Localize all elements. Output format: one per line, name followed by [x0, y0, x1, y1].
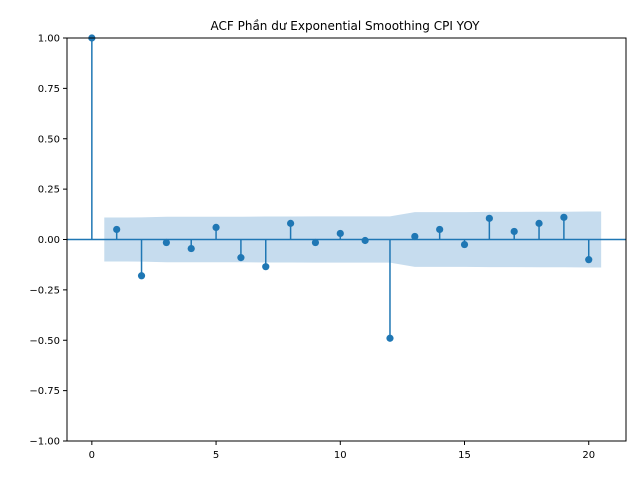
acf-marker-lag-18: [535, 219, 543, 227]
acf-marker-lag-11: [361, 236, 369, 245]
y-tick-label-5: −0.25: [29, 285, 60, 296]
acf-marker-lag-14: [436, 225, 444, 234]
y-tick-label-1: 0.75: [38, 84, 60, 95]
chart-title: ACF Phần dư Exponential Smoothing CPI YO…: [211, 19, 481, 33]
acf-marker-lag-6: [237, 254, 245, 262]
y-tick-label-2: 0.50: [38, 134, 60, 145]
acf-marker-lag-15: [460, 240, 469, 249]
y-tick-label-0: 1.00: [38, 34, 60, 45]
x-axis: 0 5 10 15 20: [89, 441, 595, 461]
acf-markers: [88, 34, 593, 342]
acf-marker-lag-17: [510, 227, 518, 236]
acf-marker-lag-16: [485, 214, 493, 222]
acf-marker-lag-5: [212, 223, 220, 232]
acf-marker-lag-10: [336, 229, 344, 238]
acf-marker-lag-12: [386, 334, 394, 342]
acf-marker-lag-7: [262, 263, 270, 271]
acf-marker-lag-9: [311, 238, 320, 247]
y-tick-label-4: 0.00: [38, 235, 60, 246]
acf-marker-lag-2: [137, 272, 146, 280]
plot-area: [67, 34, 626, 342]
y-tick-label-8: −1.00: [29, 437, 60, 448]
x-tick-label-20: 20: [582, 450, 595, 461]
y-axis: 1.00 0.75 0.50 0.25 0.00 −0.25 −0.50 −0.75 −1.00: [29, 34, 67, 448]
x-tick-label-15: 15: [458, 450, 471, 461]
acf-marker-lag-20: [585, 256, 593, 264]
acf-marker-lag-1: [113, 225, 121, 234]
x-tick-label-10: 10: [334, 450, 347, 461]
acf-marker-lag-8: [287, 219, 295, 227]
y-tick-label-6: −0.50: [29, 336, 60, 347]
x-tick-label-5: 5: [213, 450, 219, 461]
acf-marker-lag-4: [187, 244, 195, 253]
acf-marker-lag-3: [162, 238, 170, 247]
x-tick-label-0: 0: [89, 450, 95, 461]
acf-stems: [91, 38, 590, 339]
y-tick-label-3: 0.25: [38, 185, 60, 196]
acf-marker-lag-19: [560, 213, 568, 221]
acf-marker-lag-13: [411, 232, 419, 241]
y-tick-label-7: −0.75: [29, 386, 60, 397]
